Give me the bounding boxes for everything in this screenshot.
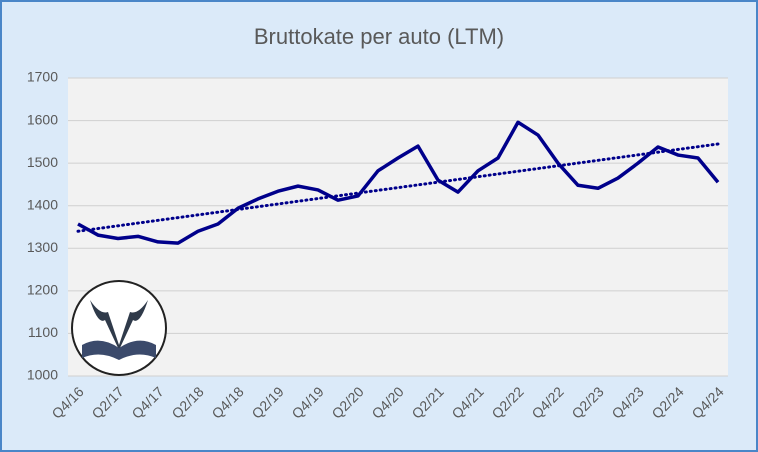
chart-title: Bruttokate per auto (LTM) bbox=[254, 24, 504, 49]
y-tick-label: 1100 bbox=[28, 324, 58, 340]
y-tick-label: 1500 bbox=[27, 154, 58, 170]
y-tick-label: 1000 bbox=[27, 367, 58, 383]
logo bbox=[71, 280, 167, 376]
y-tick-label: 1200 bbox=[27, 282, 58, 298]
plot-area bbox=[68, 78, 728, 376]
y-tick-label: 1400 bbox=[27, 196, 58, 212]
y-tick-label: 1600 bbox=[27, 111, 58, 127]
data-line bbox=[77, 120, 720, 245]
y-tick-label: 1300 bbox=[27, 239, 58, 255]
y-tick-label: 1700 bbox=[27, 69, 58, 85]
